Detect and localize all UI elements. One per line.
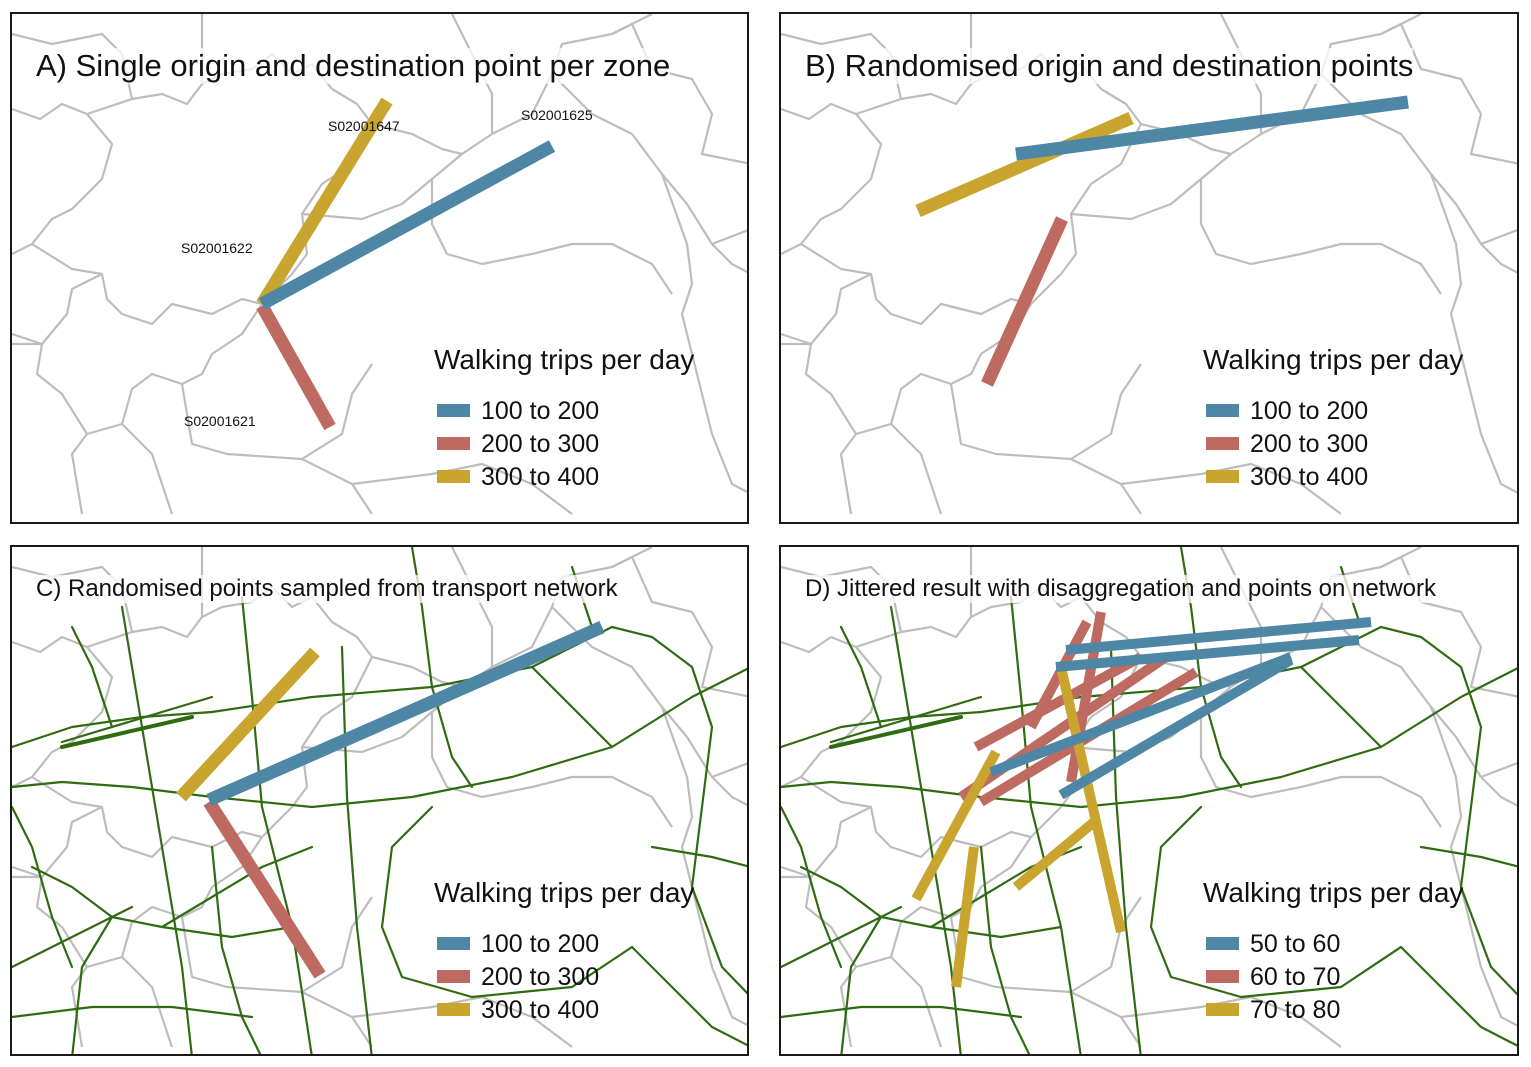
flow-line-300-400 xyxy=(176,647,320,802)
zone-label: S02001622 xyxy=(181,240,253,256)
panel-d: D) Jittered result with disaggregation a… xyxy=(779,545,1519,1056)
legend-label: 70 to 80 xyxy=(1250,995,1341,1024)
legend-item: 300 to 400 xyxy=(434,993,694,1026)
flow-line-50-60 xyxy=(1055,635,1360,672)
legend-label: 60 to 70 xyxy=(1250,962,1341,991)
flow-line-50-60 xyxy=(1058,655,1294,800)
legend-swatch-blue xyxy=(437,404,470,417)
legend-swatch-blue xyxy=(437,937,470,950)
zone-label: S02001621 xyxy=(184,413,256,429)
legend-label: 100 to 200 xyxy=(481,396,600,425)
legend-item: 200 to 300 xyxy=(1203,427,1463,460)
flow-line-60-70 xyxy=(973,652,1144,752)
legend-item: 200 to 300 xyxy=(434,427,694,460)
panel-c-title: C) Randomised points sampled from transp… xyxy=(36,575,618,603)
legend-item: 100 to 200 xyxy=(434,927,694,960)
flow-line-300-400 xyxy=(915,112,1134,217)
legend-swatch-gold xyxy=(1206,1003,1239,1016)
legend-swatch-red xyxy=(437,437,470,450)
legend-label: 100 to 200 xyxy=(481,929,600,958)
flow-line-200-300 xyxy=(981,216,1068,387)
legend-swatch-red xyxy=(1206,437,1239,450)
legend-label: 50 to 60 xyxy=(1250,929,1341,958)
legend: Walking trips per day 100 to 200 200 to … xyxy=(1203,344,1463,493)
flow-line-200-300 xyxy=(256,302,336,431)
legend-label: 200 to 300 xyxy=(1250,429,1369,458)
flow-lines-70-80 xyxy=(911,665,1126,988)
flow-line-300-400 xyxy=(256,97,393,308)
legend-swatch-gold xyxy=(437,470,470,483)
panel-c-map xyxy=(12,547,747,1054)
legend-swatch-gold xyxy=(437,1003,470,1016)
legend-swatch-red xyxy=(437,970,470,983)
flow-line-70-80 xyxy=(1056,665,1126,934)
flow-line-50-60 xyxy=(989,652,1293,777)
panel-b-map xyxy=(781,14,1517,516)
legend-label: 200 to 300 xyxy=(481,962,600,991)
panel-b-title: B) Randomised origin and destination poi… xyxy=(805,48,1414,84)
flow-line-70-80 xyxy=(951,846,979,988)
legend: Walking trips per day 100 to 200 200 to … xyxy=(434,877,694,1026)
panel-d-map xyxy=(781,547,1517,1054)
panel-d-title: D) Jittered result with disaggregation a… xyxy=(805,575,1437,603)
legend-title: Walking trips per day xyxy=(434,344,695,375)
panel-a-title: A) Single origin and destination point p… xyxy=(36,48,671,84)
legend: Walking trips per day 50 to 60 60 to 70 … xyxy=(1203,877,1463,1026)
flow-line-50-60 xyxy=(1065,617,1372,655)
legend-item: 70 to 80 xyxy=(1203,993,1463,1026)
legend-swatch-red xyxy=(1206,970,1239,983)
legend-swatch-blue xyxy=(1206,404,1239,417)
flow-line-100-200 xyxy=(206,621,605,806)
legend-item: 60 to 70 xyxy=(1203,960,1463,993)
legend-label: 300 to 400 xyxy=(1250,462,1369,491)
panel-a: A) Single origin and destination point p… xyxy=(10,12,749,524)
flow-line-100-200 xyxy=(1015,95,1409,161)
legend-item: 50 to 60 xyxy=(1203,927,1463,960)
legend-item: 100 to 200 xyxy=(434,394,694,427)
legend-label: 300 to 400 xyxy=(481,462,600,491)
flow-line-70-80 xyxy=(911,749,1001,902)
flow-line-200-300 xyxy=(203,798,326,979)
flow-lines-50-60 xyxy=(989,617,1372,800)
panel-a-map xyxy=(12,14,747,516)
legend-title: Walking trips per day xyxy=(1203,344,1464,375)
panel-c: C) Randomised points sampled from transp… xyxy=(10,545,749,1056)
panel-b: B) Randomised origin and destination poi… xyxy=(779,12,1519,524)
legend-item: 200 to 300 xyxy=(434,960,694,993)
legend-title: Walking trips per day xyxy=(1203,877,1464,908)
flow-line-100-200 xyxy=(258,140,556,310)
legend-item: 300 to 400 xyxy=(1203,460,1463,493)
legend-title: Walking trips per day xyxy=(434,877,695,908)
legend: Walking trips per day 100 to 200 200 to … xyxy=(434,344,694,493)
legend-label: 200 to 300 xyxy=(481,429,600,458)
legend-swatch-gold xyxy=(1206,470,1239,483)
flow-line-70-80 xyxy=(1012,818,1098,891)
zone-label: S02001625 xyxy=(521,107,593,123)
legend-label: 300 to 400 xyxy=(481,995,600,1024)
zone-label: S02001647 xyxy=(328,118,400,134)
legend-item: 100 to 200 xyxy=(1203,394,1463,427)
legend-swatch-blue xyxy=(1206,937,1239,950)
legend-item: 300 to 400 xyxy=(434,460,694,493)
legend-label: 100 to 200 xyxy=(1250,396,1369,425)
